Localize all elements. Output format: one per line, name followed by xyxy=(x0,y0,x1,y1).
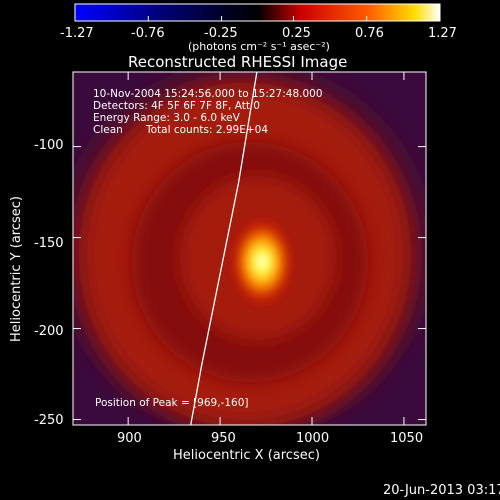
clean-text: Clean xyxy=(93,124,123,136)
plot-title: Reconstructed RHESSI Image xyxy=(128,53,348,71)
axis-ticks xyxy=(73,72,426,425)
total-counts-text: Total counts: 2.99E+04 xyxy=(146,124,269,136)
energy-range-text: Energy Range: 3.0 - 6.0 keV xyxy=(93,112,240,124)
detectors-text: Detectors: 4F 5F 6F 7F 8F, Att 0 xyxy=(93,100,260,112)
colorbar-tick-label: 0.25 xyxy=(282,26,311,41)
x-axis-label: Heliocentric X (arcsec) xyxy=(173,448,320,463)
footer-timestamp: 20-Jun-2013 03:17 xyxy=(383,483,500,498)
y-tick-label: -200 xyxy=(34,324,64,339)
colorbar-tick-label: -1.27 xyxy=(60,26,94,41)
colorbar xyxy=(74,3,441,22)
x-tick-label: 900 xyxy=(117,431,142,446)
colorbar-ticks xyxy=(74,16,441,21)
colorbar-units: (photons cm⁻² s⁻¹ asec⁻²) xyxy=(188,40,330,53)
y-axis-label: Heliocentric Y (arcsec) xyxy=(9,196,24,342)
colorbar-tick-label: -0.25 xyxy=(204,26,238,41)
y-tick-label: -100 xyxy=(34,138,64,153)
x-tick-label: 1050 xyxy=(390,431,424,446)
heatmap-image xyxy=(73,72,426,425)
solar-limb-line xyxy=(190,71,258,426)
y-tick-label: -150 xyxy=(34,236,64,251)
colorbar-tick-label: 0.76 xyxy=(355,26,384,41)
y-tick-label: -250 xyxy=(34,413,64,428)
x-tick-label: 1000 xyxy=(296,431,330,446)
colorbar-tick-label: 1.27 xyxy=(428,26,457,41)
colorbar-tick-label: -0.76 xyxy=(131,26,165,41)
x-tick-label: 950 xyxy=(211,431,236,446)
plot-frame xyxy=(72,71,427,426)
time-range-text: 10-Nov-2004 15:24:56.000 to 15:27:48.000 xyxy=(93,88,323,100)
peak-position-text: Position of Peak = [969,-160] xyxy=(95,397,249,409)
